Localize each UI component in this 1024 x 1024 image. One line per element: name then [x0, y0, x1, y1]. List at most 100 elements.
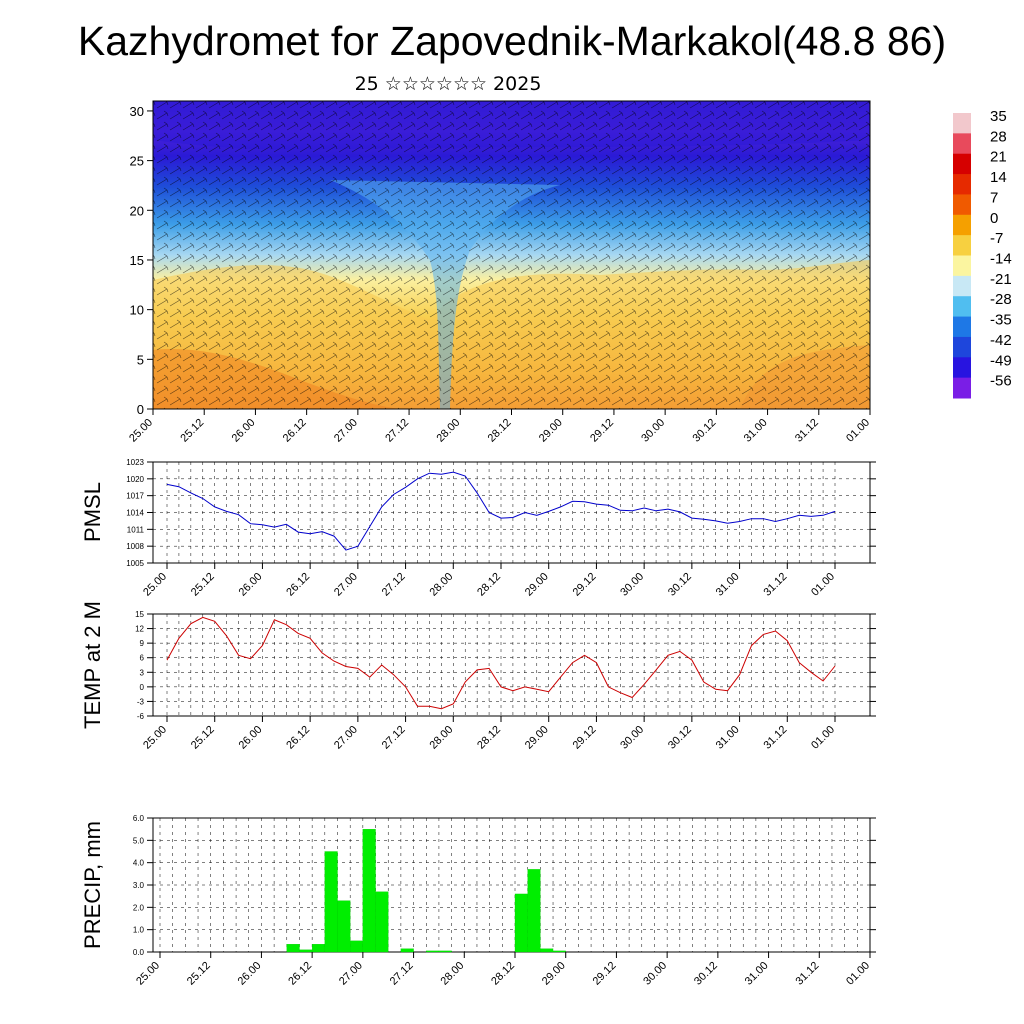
y-tick-label: 1020: [126, 475, 144, 484]
colorbar-swatch: [953, 275, 971, 297]
colorbar-label: 0: [990, 210, 998, 227]
colorbar-swatch: [953, 377, 971, 399]
y-tick-label: 30: [130, 104, 144, 119]
x-tick-label: 25.12: [189, 571, 217, 599]
y-tick-label: 12: [135, 625, 144, 634]
x-tick-label: 30.00: [639, 417, 667, 445]
chart-title: Kazhydromet for Zapovednik-Markakol(48.8…: [77, 18, 947, 64]
y-tick-label: 5: [137, 352, 144, 367]
x-tick-label: 25.00: [141, 724, 169, 752]
colorbar-label: 7: [990, 189, 998, 206]
colorbar-label: -7: [990, 230, 1003, 247]
colorbar-label: -21: [990, 271, 1012, 288]
x-tick-label: 25.12: [185, 960, 213, 988]
x-tick-label: 30.12: [692, 960, 720, 988]
x-tick-label: 29.12: [571, 724, 599, 752]
temp-ylabel: TEMP at 2 M: [80, 601, 105, 729]
precip-bars: [286, 829, 566, 953]
x-tick-label: 26.12: [281, 417, 309, 445]
colorbar-swatch: [953, 153, 971, 175]
colorbar-label: 14: [990, 169, 1007, 186]
temp-panel: TEMP at 2 M 15 12 9 6 3 0 -3 -6 25.00 25.12 26.00…: [80, 601, 876, 752]
x-tick-label: 01.00: [844, 960, 872, 988]
pmsl-ylabel: PMSL: [80, 482, 105, 542]
y-tick-label: 0: [140, 683, 145, 692]
x-tick-label: 29.12: [571, 571, 599, 599]
precip-bar: [527, 869, 541, 953]
heatmap-y-axis: 0 5 10 15 20 25 30: [130, 104, 153, 417]
colorbar-swatch: [953, 174, 971, 195]
temp-x-axis: 25.00 25.12 26.00 26.12 27.00 27.12 28.00 28.12…: [141, 716, 837, 752]
precip-bar: [337, 900, 351, 953]
precip-bar: [400, 948, 414, 953]
colorbar-swatch: [953, 296, 971, 318]
y-tick-label: 3: [140, 668, 145, 677]
y-tick-label: 25: [130, 154, 144, 169]
x-tick-label: 28.00: [427, 724, 455, 752]
temp-y-axis: 15 12 9 6 3 0 -3 -6: [135, 610, 876, 721]
x-tick-label: 01.00: [844, 417, 872, 445]
x-tick-label: 30.00: [641, 960, 669, 988]
colorbar-label: -28: [990, 291, 1012, 308]
colorbar-label: -35: [990, 312, 1012, 329]
y-tick-label: -3: [137, 697, 145, 706]
temp-frame: [152, 613, 871, 717]
x-tick-label: 28.00: [434, 417, 462, 445]
colorbar-label: -42: [990, 332, 1012, 349]
x-tick-label: 01.00: [809, 571, 837, 599]
colorbar-label: -49: [990, 352, 1012, 369]
colorbar-swatch: [953, 255, 971, 277]
y-tick-label: 3.0: [133, 881, 145, 890]
x-tick-label: 28.12: [489, 960, 517, 988]
pmsl-y-axis: 1023 1020 1017 1014 1011 1008 1005: [126, 458, 876, 568]
colorbar-label: -14: [990, 251, 1012, 268]
x-tick-label: 25.00: [127, 417, 155, 445]
x-tick-label: 26.00: [236, 960, 264, 988]
x-tick-label: 29.12: [591, 960, 619, 988]
y-tick-label: 1011: [127, 525, 145, 534]
x-tick-label: 31.00: [714, 571, 742, 599]
colorbar-swatch: [953, 113, 971, 134]
y-tick-label: 20: [130, 203, 144, 218]
y-tick-label: 1.0: [133, 926, 145, 935]
precip-bar: [540, 948, 554, 953]
x-tick-label: 31.00: [742, 417, 770, 445]
precip-bar: [362, 829, 376, 953]
colorbar-swatch: [953, 194, 971, 216]
precip-bar: [350, 940, 364, 953]
precip-ylabel: PRECIP, mm: [80, 821, 105, 949]
x-tick-label: 28.12: [475, 724, 503, 752]
heatmap-panel: 0 5 10 15 20 25 30 25.00 25.12 26.00 26.12 27.00 27…: [127, 100, 872, 445]
chart-subtitle: 25 ☆☆☆☆☆☆ 2025: [354, 73, 542, 95]
y-tick-label: 1008: [126, 542, 144, 551]
heatmap-x-axis: 25.00 25.12 26.00 26.12 27.00 27.12 28.00 28.12…: [127, 409, 872, 445]
precip-y-axis: 6.0 5.0 4.0 3.0 2.0 1.0 0.0: [133, 814, 876, 957]
x-tick-label: 27.12: [380, 724, 408, 752]
precip-bar: [438, 950, 452, 953]
colorbar-swatch: [953, 235, 971, 256]
x-tick-label: 25.12: [178, 417, 206, 445]
colorbar-label: 21: [990, 149, 1007, 166]
x-tick-label: 30.00: [618, 724, 646, 752]
y-tick-label: 6: [140, 654, 145, 663]
colorbar-label: -56: [990, 373, 1012, 390]
x-tick-label: 28.00: [427, 571, 455, 599]
y-tick-label: 5.0: [133, 836, 145, 845]
x-tick-label: 31.12: [793, 417, 821, 445]
x-tick-label: 30.12: [666, 571, 694, 599]
colorbar-swatch: [953, 357, 971, 379]
precip-bar: [299, 949, 313, 953]
x-tick-label: 31.12: [761, 571, 789, 599]
precip-bar: [426, 950, 440, 953]
x-tick-label: 27.12: [383, 417, 411, 445]
temp-series-line: [166, 616, 836, 710]
colorbar-label: 28: [990, 128, 1007, 145]
precip-bar: [552, 950, 566, 953]
y-tick-label: 9: [140, 639, 145, 648]
x-tick-label: 26.00: [237, 571, 265, 599]
y-tick-label: 4.0: [133, 859, 145, 868]
x-tick-label: 28.12: [475, 571, 503, 599]
x-tick-label: 31.12: [793, 960, 821, 988]
